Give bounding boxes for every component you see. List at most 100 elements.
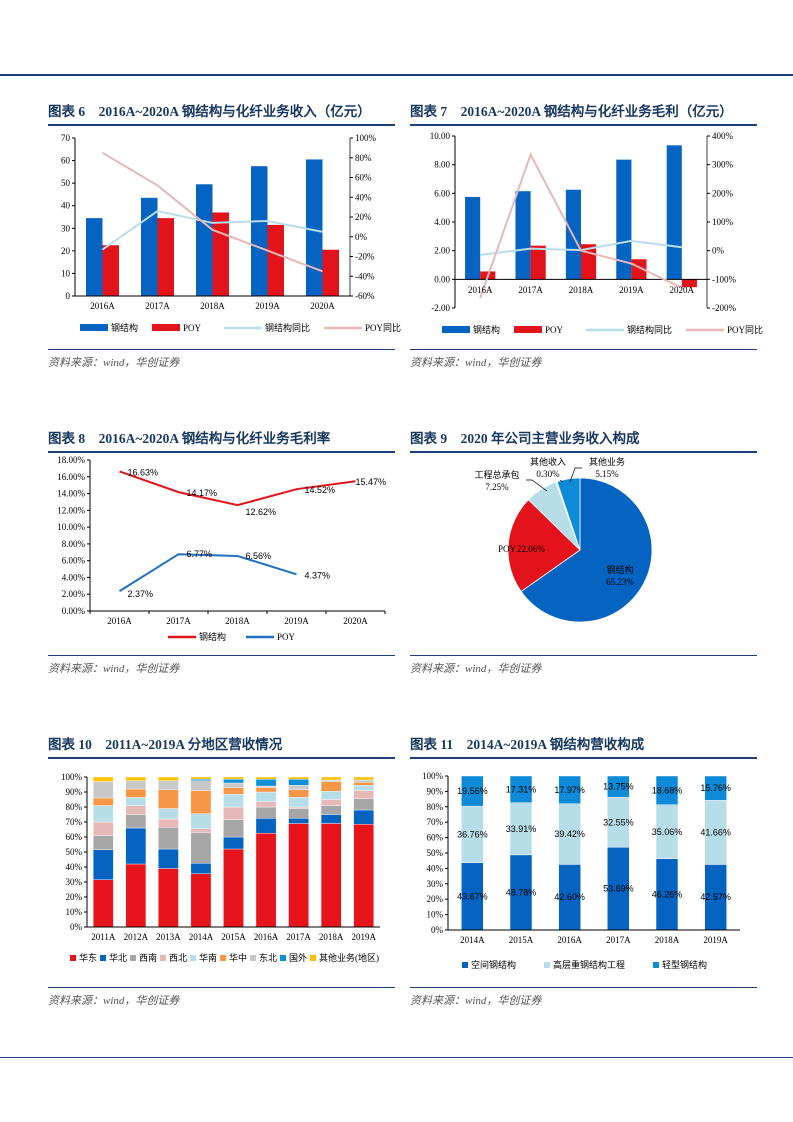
tick-label: 20% <box>427 894 444 904</box>
data-label: 32.55% <box>603 817 634 827</box>
stacked-segment <box>255 818 277 834</box>
stacked-segment <box>92 776 114 782</box>
legend-label: 钢结构 <box>199 631 226 642</box>
bar-poy <box>157 218 174 296</box>
figure-title: 图表 9 2020 年公司主营业务收入构成 <box>410 427 757 453</box>
data-label: 14.17% <box>187 488 218 498</box>
chart-fig7: -2.00 0.00 2.00 4.00 6.00 8.00 10.00 -200% -100%… <box>430 131 763 335</box>
stacked-segment <box>353 790 375 799</box>
stacked-segment <box>223 806 244 820</box>
tick-label: 8.00 <box>434 160 450 170</box>
bar-steel <box>616 159 632 280</box>
source-note: 资料来源：wind，华创证券 <box>410 987 757 1008</box>
figure-title: 图表 7 2016A~2020A 钢结构与化纤业务毛利（亿元） <box>410 100 757 126</box>
stacked-segment <box>223 787 244 795</box>
source-note: 资料来源：wind，华创证券 <box>48 655 395 676</box>
leader-line <box>526 479 548 492</box>
bar-steel <box>196 184 213 296</box>
legend-swatch <box>152 324 180 331</box>
pie-value: 0.30% <box>536 469 560 479</box>
x-tick-label: 2018A <box>569 285 594 295</box>
x-tick-label: 2015A <box>221 932 246 942</box>
legend-label: POY <box>277 632 296 642</box>
stacked-segment <box>223 776 244 780</box>
leader-line <box>559 479 564 483</box>
data-label: 41.66% <box>700 827 731 837</box>
tick-label: 0% <box>712 246 725 256</box>
footer-rule <box>0 1057 793 1058</box>
stacked-segment <box>190 779 212 781</box>
tick-label: 30% <box>66 877 83 887</box>
legend-label: 国外 <box>289 952 307 963</box>
stacked-segment <box>190 828 212 833</box>
stacked-segment <box>223 836 244 850</box>
data-label: 43.67% <box>457 891 488 901</box>
stacked-segment <box>255 833 277 928</box>
stacked-segment <box>320 781 342 792</box>
stacked-segment <box>190 813 212 829</box>
x-tick-label: 2018A <box>319 932 344 942</box>
stacked-segment <box>158 780 179 790</box>
stacked-segment <box>353 780 375 783</box>
data-label: 6.77% <box>187 549 213 559</box>
x-tick-label: 2016A <box>90 301 115 311</box>
x-tick-label: 2018A <box>655 935 680 945</box>
stacked-segment <box>223 848 244 928</box>
stacked-segment <box>92 805 114 823</box>
stacked-segment <box>353 798 375 811</box>
stacked-segment <box>353 785 375 791</box>
stacked-segment <box>125 780 147 790</box>
legend-swatch <box>544 962 550 968</box>
stacked-segment <box>704 775 727 801</box>
bar-poy <box>102 245 119 296</box>
line-poy <box>118 553 297 592</box>
stacked-segment <box>288 785 309 790</box>
bar-steel <box>86 218 103 296</box>
x-tick-label: 2016A <box>254 932 279 942</box>
stacked-segment <box>125 863 147 928</box>
legend-swatch <box>310 955 316 961</box>
leader-line <box>569 467 582 483</box>
bar-steel <box>465 196 481 280</box>
bar-steel <box>515 191 531 280</box>
bar-steel <box>141 197 158 296</box>
tick-label: 50% <box>66 847 83 857</box>
stacked-segment <box>223 779 244 784</box>
tick-label: 4.00% <box>62 572 86 582</box>
bar-poy <box>530 245 546 280</box>
tick-label: 16.00% <box>57 472 85 482</box>
stacked-segment <box>558 775 581 804</box>
stacked-segment <box>190 863 212 874</box>
x-tick-label: 2019A <box>284 616 309 626</box>
stacked-segment <box>223 819 244 838</box>
tick-label: 40 <box>61 201 71 211</box>
legend-label: 华东 <box>79 952 97 963</box>
tick-label: 60 <box>61 156 71 166</box>
stacked-segment <box>320 805 342 815</box>
tick-label: -60% <box>355 291 375 301</box>
stacked-segment <box>255 801 277 808</box>
legend-label: POY同比 <box>365 322 401 333</box>
data-label: 42.60% <box>554 892 585 902</box>
stacked-segment <box>125 797 147 806</box>
tick-label: 100% <box>355 133 377 143</box>
tick-label: 200% <box>712 188 734 198</box>
figure-title: 图表 8 2016A~2020A 钢结构与化纤业务毛利率 <box>48 427 395 453</box>
legend-swatch <box>280 955 286 961</box>
x-tick-label: 2016A <box>468 285 493 295</box>
tick-label: 10.00 <box>430 131 451 141</box>
tick-label: 70% <box>66 817 83 827</box>
stacked-segment <box>509 775 533 803</box>
stacked-segment <box>158 827 179 850</box>
x-tick-label: 2019A <box>255 301 280 311</box>
stacked-segment <box>190 780 212 791</box>
pie-name: 钢结构 <box>606 564 633 575</box>
bar-poy <box>322 249 339 296</box>
tick-label: 10% <box>66 907 83 917</box>
chart-fig9: 钢结构 65.23% POY 22.06% 工程总承包 7.25% 其他收入 0.30% 其他业… <box>474 456 653 623</box>
legend-label: POY <box>183 323 202 333</box>
x-tick-label: 2016A <box>107 616 132 626</box>
tick-label: 0% <box>355 232 368 242</box>
legend-label: 东北 <box>259 952 277 963</box>
stacked-segment <box>158 818 179 828</box>
